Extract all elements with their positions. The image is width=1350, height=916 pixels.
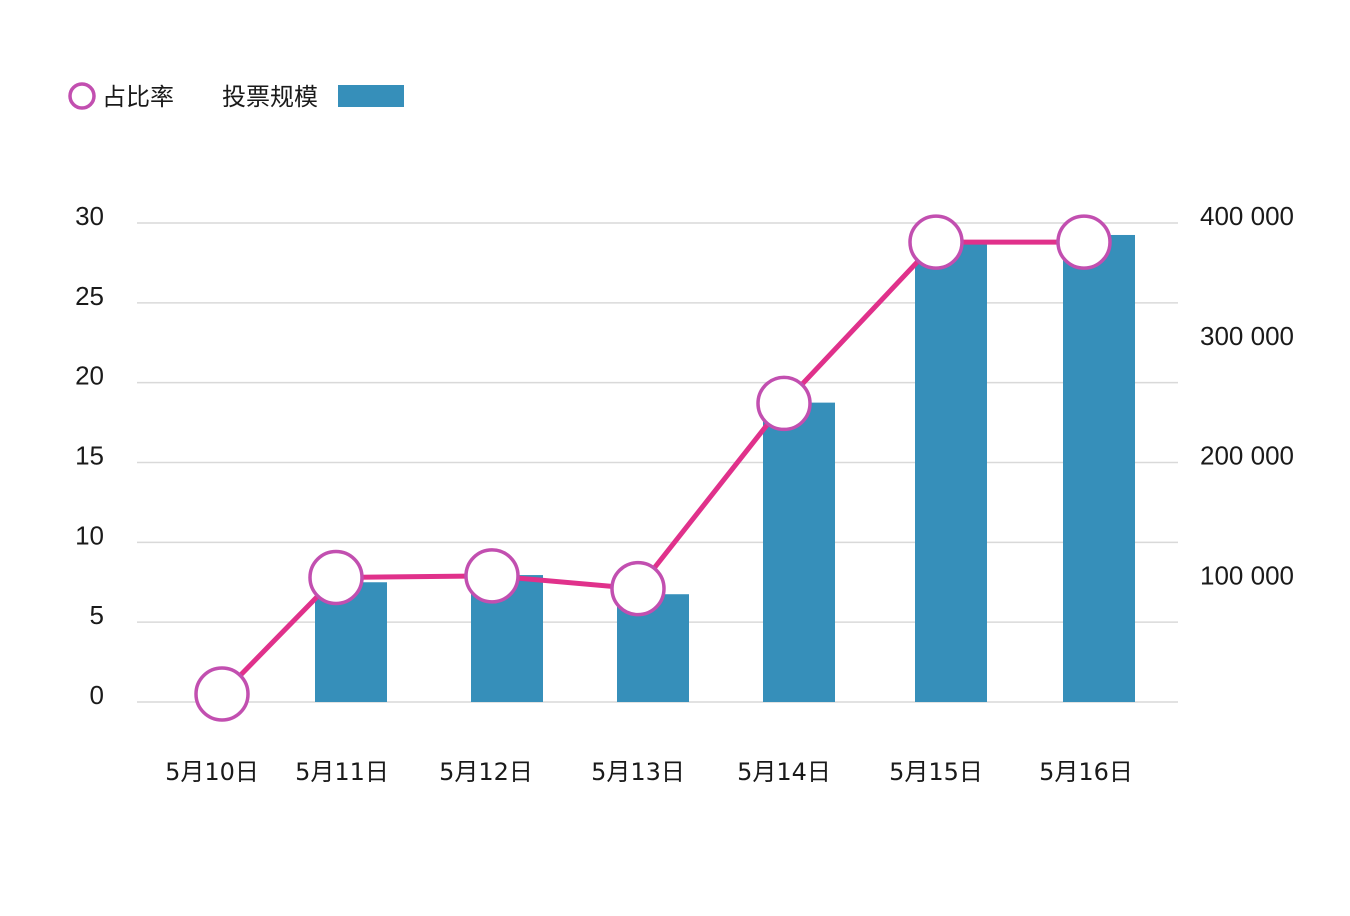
category-label: 5月13日 [591, 758, 685, 786]
legend-line-marker-icon [68, 82, 96, 110]
line-point [756, 375, 812, 432]
line-point [464, 548, 520, 604]
left-tick-label: 20 [75, 361, 104, 391]
left-tick-label: 5 [90, 600, 104, 630]
category-axis: 5月10日 5月11日 5月12日 5月13日 5月14日 5月15日 5月16日 [165, 758, 1133, 786]
line-markers [194, 214, 1112, 722]
left-tick-label: 25 [75, 281, 104, 311]
line-point [194, 666, 250, 722]
category-label: 5月10日 [165, 758, 259, 786]
line-point [308, 549, 364, 606]
gridlines [137, 222, 1178, 703]
line-point [1056, 214, 1112, 270]
category-label: 5月15日 [889, 758, 983, 786]
left-tick-label: 0 [90, 680, 104, 710]
left-tick-label: 15 [75, 441, 104, 471]
left-axis: 0 5 10 15 20 25 30 [75, 201, 104, 710]
category-label: 5月16日 [1039, 758, 1133, 786]
line-point [610, 560, 666, 617]
left-tick-label: 10 [75, 520, 104, 550]
legend-label-line: 占比率 [102, 83, 174, 111]
bar [1063, 234, 1135, 702]
bar [915, 240, 987, 702]
bar [763, 402, 835, 702]
left-tick-label: 30 [75, 201, 104, 231]
legend-label-bar: 投票规模 [222, 83, 318, 111]
right-tick-label: 100 000 [1200, 560, 1294, 590]
right-tick-label: 400 000 [1200, 201, 1294, 231]
bar-series [315, 234, 1135, 702]
right-tick-label: 300 000 [1200, 321, 1294, 351]
legend: 占比率 投票规模 [68, 82, 404, 111]
category-label: 5月14日 [737, 758, 831, 786]
right-axis: 100 000 200 000 300 000 400 000 [1200, 201, 1294, 590]
right-tick-label: 200 000 [1200, 441, 1294, 471]
legend-bar-swatch-icon [338, 85, 404, 107]
line-point [908, 214, 964, 270]
category-label: 5月11日 [295, 758, 389, 786]
category-label: 5月12日 [439, 758, 533, 786]
